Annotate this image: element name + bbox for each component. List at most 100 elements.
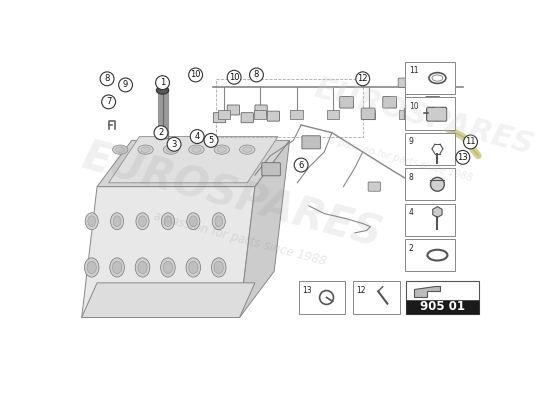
Circle shape [456,150,470,164]
Polygon shape [414,286,441,297]
Polygon shape [240,140,290,318]
Ellipse shape [139,216,146,227]
FancyBboxPatch shape [437,69,450,78]
Text: 9: 9 [123,80,128,90]
Circle shape [250,68,263,82]
Text: 7: 7 [106,98,111,106]
Text: 9: 9 [409,137,414,146]
Ellipse shape [88,216,96,227]
Ellipse shape [135,258,150,277]
Text: 8: 8 [409,173,414,182]
Text: 13: 13 [302,286,311,295]
Circle shape [167,137,181,151]
Circle shape [294,158,308,172]
Polygon shape [81,283,255,318]
Ellipse shape [113,145,128,154]
FancyBboxPatch shape [354,281,400,314]
FancyBboxPatch shape [368,182,381,191]
Ellipse shape [138,145,153,154]
Ellipse shape [189,145,204,154]
FancyBboxPatch shape [425,78,437,87]
FancyBboxPatch shape [411,69,424,78]
Text: EUROSPARES: EUROSPARES [76,136,386,256]
Ellipse shape [192,147,201,152]
Text: 6: 6 [299,160,304,170]
Ellipse shape [84,258,99,277]
Circle shape [189,68,202,82]
Ellipse shape [111,213,124,230]
Ellipse shape [136,213,149,230]
Polygon shape [433,207,442,218]
Ellipse shape [211,258,226,277]
Text: 8: 8 [254,70,259,80]
Text: 8: 8 [104,74,110,83]
Polygon shape [97,140,290,186]
Ellipse shape [85,213,98,230]
Text: a passion for parts since 1988: a passion for parts since 1988 [152,210,327,268]
FancyBboxPatch shape [254,110,267,119]
Ellipse shape [110,258,124,277]
FancyBboxPatch shape [405,133,455,165]
Ellipse shape [164,216,172,227]
Ellipse shape [166,147,175,152]
FancyBboxPatch shape [405,62,455,94]
Text: 12: 12 [356,286,366,295]
Ellipse shape [214,261,223,274]
FancyBboxPatch shape [267,111,279,121]
Text: 905 01: 905 01 [420,300,465,313]
Circle shape [154,126,168,140]
Ellipse shape [214,145,229,154]
FancyBboxPatch shape [404,108,418,120]
FancyBboxPatch shape [405,168,455,200]
FancyBboxPatch shape [405,239,455,271]
Circle shape [356,72,370,86]
FancyBboxPatch shape [327,110,339,119]
Circle shape [100,72,114,86]
FancyBboxPatch shape [406,281,479,314]
Polygon shape [81,186,255,318]
Ellipse shape [163,261,173,274]
FancyBboxPatch shape [361,108,375,120]
Text: EUROSPARES: EUROSPARES [311,74,537,161]
Ellipse shape [239,145,255,154]
Ellipse shape [431,177,444,191]
FancyBboxPatch shape [398,78,410,87]
Circle shape [227,70,241,84]
Circle shape [156,76,169,90]
Text: 2: 2 [158,128,163,137]
FancyBboxPatch shape [156,131,169,139]
Polygon shape [109,136,278,183]
Text: a passion for parts since 1988: a passion for parts since 1988 [328,136,474,184]
Circle shape [204,134,218,147]
FancyBboxPatch shape [406,300,479,314]
Text: 11: 11 [409,66,419,76]
FancyBboxPatch shape [426,96,440,108]
Text: 13: 13 [458,153,468,162]
Ellipse shape [212,213,226,230]
FancyBboxPatch shape [227,105,240,115]
FancyBboxPatch shape [340,96,354,108]
Text: 1: 1 [160,78,165,87]
Ellipse shape [189,261,198,274]
Text: 4: 4 [409,208,414,217]
FancyBboxPatch shape [299,281,345,314]
FancyBboxPatch shape [405,204,455,236]
Ellipse shape [163,145,179,154]
Text: 12: 12 [358,74,368,83]
Ellipse shape [187,213,200,230]
Circle shape [190,130,204,144]
Ellipse shape [156,86,169,94]
Ellipse shape [215,216,223,227]
Circle shape [102,95,116,109]
Ellipse shape [432,75,443,81]
Text: 10: 10 [409,102,419,111]
FancyBboxPatch shape [213,113,226,123]
Circle shape [119,78,133,92]
Ellipse shape [161,213,174,230]
FancyBboxPatch shape [363,110,375,119]
FancyBboxPatch shape [255,105,267,115]
Ellipse shape [141,147,150,152]
Ellipse shape [138,261,147,274]
Text: 11: 11 [465,138,476,146]
FancyBboxPatch shape [427,107,447,121]
